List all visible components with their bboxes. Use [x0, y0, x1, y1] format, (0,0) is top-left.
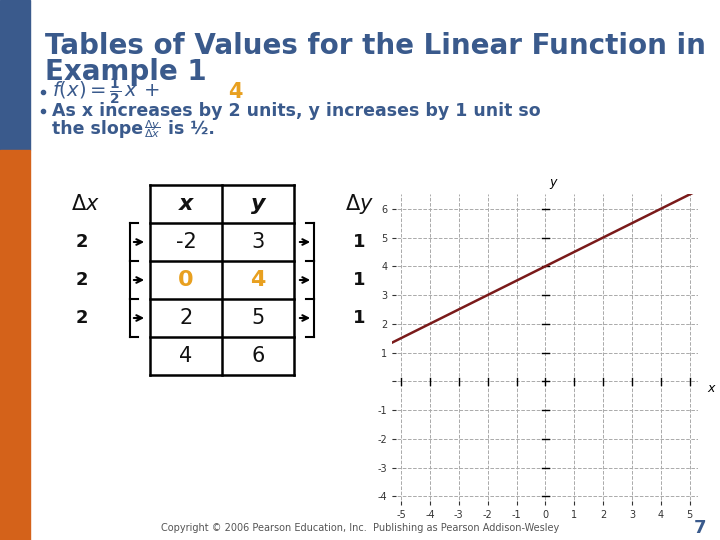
Text: 6: 6 [251, 346, 265, 366]
Text: 2: 2 [76, 233, 89, 251]
Text: 4: 4 [228, 82, 243, 102]
Text: the slope: the slope [52, 120, 143, 138]
Text: 1: 1 [353, 233, 365, 251]
Text: Example 1: Example 1 [45, 58, 207, 86]
Text: y: y [549, 177, 557, 190]
Bar [0, 0, 30, 150]
Text: 2: 2 [179, 308, 193, 328]
Text: 7: 7 [694, 519, 706, 537]
Text: 3: 3 [251, 232, 265, 252]
Text: $\Delta y$: $\Delta y$ [345, 192, 374, 216]
Text: x: x [179, 194, 193, 214]
Text: -2: -2 [176, 232, 197, 252]
Text: is ½.: is ½. [168, 120, 215, 138]
Bar [0, 150, 30, 540]
Text: 4: 4 [179, 346, 193, 366]
Text: $\Delta x$: $\Delta x$ [71, 194, 99, 214]
Text: y: y [251, 194, 265, 214]
Text: $\Delta y$: $\Delta y$ [144, 118, 161, 132]
Text: As x increases by 2 units, y increases by 1 unit so: As x increases by 2 units, y increases b… [52, 102, 541, 120]
Text: 2: 2 [76, 271, 89, 289]
Text: x: x [708, 382, 715, 395]
Text: 5: 5 [251, 308, 265, 328]
Text: Copyright © 2006 Pearson Education, Inc.  Publishing as Pearson Addison-Wesley: Copyright © 2006 Pearson Education, Inc.… [161, 523, 559, 533]
Text: Tables of Values for the Linear Function in: Tables of Values for the Linear Function… [45, 32, 706, 60]
Text: 0: 0 [178, 270, 194, 290]
Text: 1: 1 [353, 271, 365, 289]
Text: 2: 2 [76, 309, 89, 327]
Text: 4: 4 [251, 270, 266, 290]
Text: 1: 1 [353, 309, 365, 327]
Text: $\overline{\Delta x}$: $\overline{\Delta x}$ [144, 126, 161, 140]
Text: $\mathit{f}(x) = \mathbf{\frac{1}{2}}\,x\,+\,$: $\mathit{f}(x) = \mathbf{\frac{1}{2}}\,x… [52, 77, 160, 107]
